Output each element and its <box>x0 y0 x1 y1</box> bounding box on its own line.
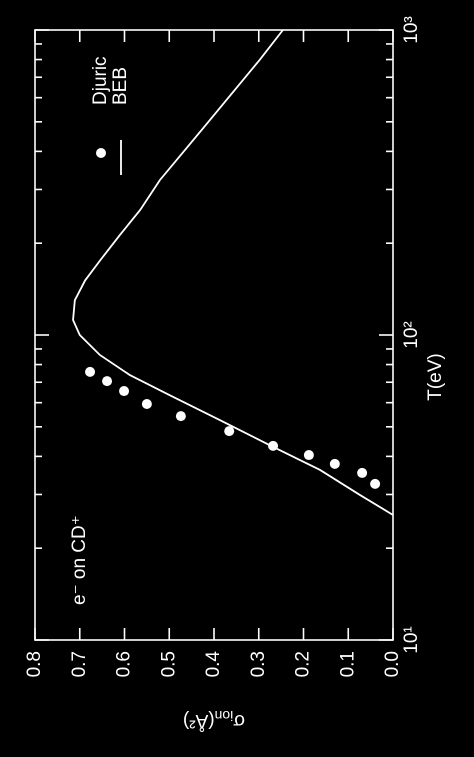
y-tick-label: 0.6 <box>114 651 135 677</box>
y-tick-label: 0.1 <box>337 651 358 677</box>
y-tick-label: 0.3 <box>248 651 269 677</box>
data-point <box>102 376 113 387</box>
x-tick-label: 10¹ <box>401 626 422 653</box>
annotation: e⁻ on CD⁺ <box>69 515 90 605</box>
y-tick-label: 0.5 <box>158 651 179 677</box>
data-point <box>141 398 152 409</box>
y-label-unit: (Å²) <box>183 710 215 731</box>
x-axis-label: T(eV) <box>425 353 446 401</box>
y-tick-label: 0.8 <box>24 651 45 677</box>
y-tick-label: 0.7 <box>69 651 90 677</box>
rotated-frame: T(eV) σion(Å²) e⁻ on CD⁺ 0.0 0.1 0.2 0.3 0.4… <box>24 16 446 731</box>
data-point <box>329 458 340 469</box>
y-label-subscript: ion <box>215 708 234 724</box>
legend-label: Djuric <box>90 56 111 105</box>
y-tick-label: 0.0 <box>382 651 403 677</box>
legend-label: BEB <box>110 67 131 105</box>
data-point <box>303 450 314 461</box>
x-tick-label: 10² <box>401 321 422 348</box>
data-point <box>370 478 381 489</box>
data-line <box>72 29 394 516</box>
data-point <box>357 467 368 478</box>
y-tick-label: 0.2 <box>293 651 314 677</box>
data-point <box>85 366 96 377</box>
data-point <box>224 426 235 437</box>
x-tick-label: 10³ <box>401 16 422 43</box>
data-point <box>175 411 186 422</box>
data-point <box>119 386 130 397</box>
y-tick-label: 0.4 <box>203 651 224 678</box>
y-axis-label: σion(Å²) <box>183 708 245 731</box>
y-label-symbol: σ <box>233 710 245 731</box>
legend-marker <box>96 148 106 158</box>
